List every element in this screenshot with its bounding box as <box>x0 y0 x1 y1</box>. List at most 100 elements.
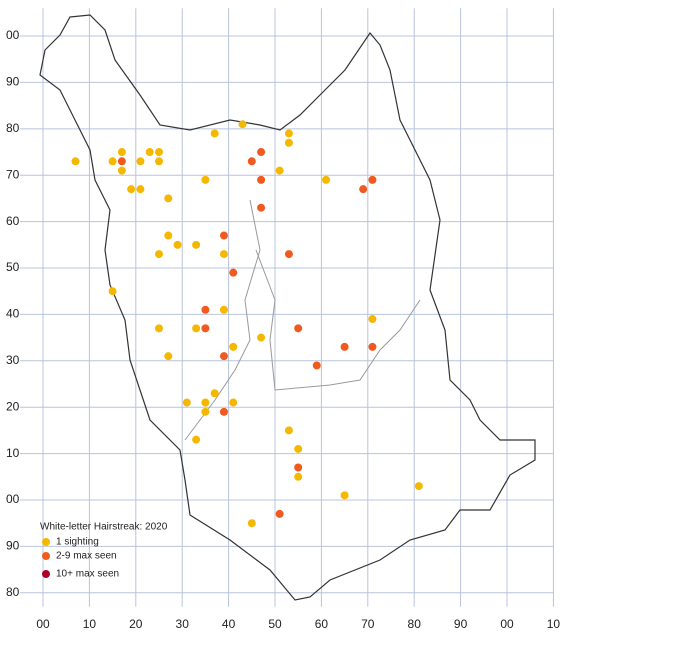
point <box>238 120 247 129</box>
point <box>275 166 284 175</box>
point <box>182 398 191 407</box>
point <box>210 389 219 398</box>
y-tick-label: 80 <box>6 585 20 599</box>
point <box>117 148 126 157</box>
y-tick-label: 90 <box>6 75 20 89</box>
point <box>368 315 377 324</box>
y-tick-label: 80 <box>6 121 20 135</box>
legend-swatch <box>42 538 50 546</box>
y-tick-label: 90 <box>6 539 20 553</box>
point <box>257 175 266 184</box>
point <box>164 352 173 361</box>
x-tick-label: 30 <box>176 617 190 631</box>
county-outline <box>39 14 536 601</box>
legend-label: 1 sighting <box>56 537 99 548</box>
point <box>368 342 377 351</box>
point <box>155 324 163 333</box>
point <box>201 175 210 184</box>
point <box>117 166 126 175</box>
point <box>294 324 303 333</box>
point <box>108 157 117 166</box>
point <box>219 250 228 259</box>
point <box>117 157 126 166</box>
x-tick-label: 10 <box>83 617 97 631</box>
point <box>173 240 182 249</box>
point <box>201 398 210 407</box>
point <box>155 250 163 259</box>
point <box>312 361 321 370</box>
legend-label: 2-9 max seen <box>56 551 117 562</box>
legend-label: 10+ max seen <box>56 569 119 580</box>
district-boundary <box>184 199 421 441</box>
point <box>229 342 238 351</box>
point <box>219 407 228 416</box>
x-tick-label: 60 <box>315 617 329 631</box>
point <box>155 148 163 157</box>
point <box>322 175 331 184</box>
point <box>71 157 80 166</box>
point <box>284 250 293 259</box>
point <box>201 407 210 416</box>
point <box>257 203 266 212</box>
point <box>257 148 266 157</box>
point <box>247 519 256 528</box>
y-tick-label: 70 <box>6 167 20 181</box>
point <box>145 148 154 157</box>
point <box>127 185 136 194</box>
x-tick-label: 20 <box>129 617 143 631</box>
point <box>192 324 201 333</box>
point <box>247 157 256 166</box>
x-tick-label: 00 <box>36 617 50 631</box>
point <box>201 305 210 314</box>
y-tick-label: 30 <box>6 353 20 367</box>
point <box>229 268 238 277</box>
y-tick-label: 20 <box>6 399 20 413</box>
grid: 00 10 20 30 40 50 60 70 80 90 00 10 00 90 80 70 60 50 40 30… <box>6 8 560 631</box>
y-tick-label: 10 <box>6 446 20 460</box>
x-tick-label: 70 <box>361 617 375 631</box>
point <box>368 175 377 184</box>
legend: White-letter Hairstreak: 2020 1 sighting… <box>40 522 168 580</box>
point <box>219 231 228 240</box>
x-tick-label: 40 <box>222 617 236 631</box>
point <box>294 463 303 472</box>
y-tick-label: 00 <box>6 492 20 506</box>
point <box>192 435 201 444</box>
point <box>164 231 173 240</box>
point <box>155 157 163 166</box>
point <box>136 157 145 166</box>
x-tick-label: 00 <box>500 617 514 631</box>
y-tick-label: 00 <box>6 28 20 42</box>
point <box>257 333 266 342</box>
legend-swatch <box>42 570 50 578</box>
point <box>294 444 303 453</box>
points <box>71 120 423 528</box>
point <box>219 352 228 361</box>
point <box>340 342 349 351</box>
point <box>340 491 349 500</box>
y-tick-label: 40 <box>6 307 20 321</box>
point <box>359 185 368 194</box>
point <box>275 509 284 518</box>
point <box>201 324 210 333</box>
point <box>210 129 219 138</box>
y-tick-label: 50 <box>6 260 20 274</box>
point <box>192 240 201 249</box>
x-tick-label: 90 <box>454 617 468 631</box>
point <box>108 287 117 296</box>
point <box>219 305 228 314</box>
point <box>284 129 293 138</box>
x-tick-label: 50 <box>268 617 282 631</box>
y-tick-label: 60 <box>6 214 20 228</box>
point <box>229 398 238 407</box>
x-tick-label: 80 <box>408 617 422 631</box>
point <box>136 185 145 194</box>
legend-title: White-letter Hairstreak: 2020 <box>40 522 168 533</box>
x-tick-label: 10 <box>547 617 561 631</box>
point <box>164 194 173 203</box>
point <box>284 426 293 435</box>
legend-swatch <box>42 552 50 560</box>
point <box>414 482 423 491</box>
point <box>294 472 303 481</box>
